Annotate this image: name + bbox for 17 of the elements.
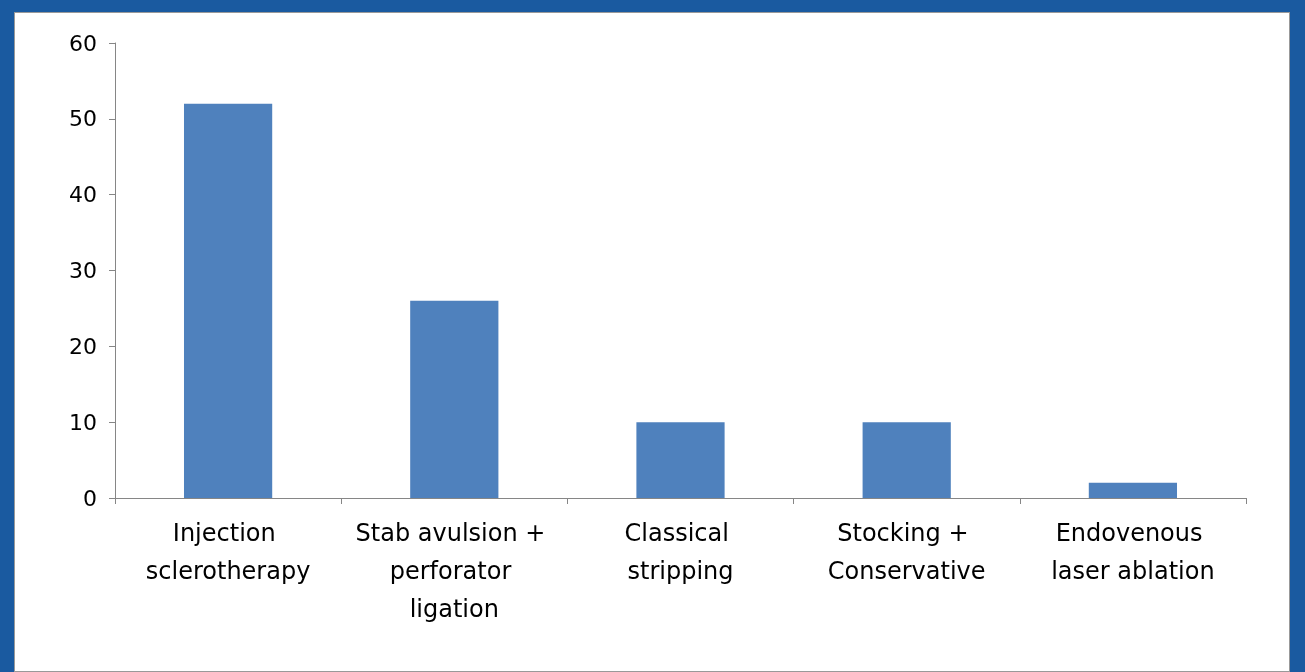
bar xyxy=(183,103,273,498)
y-tick-label: 0 xyxy=(83,485,97,511)
y-tick-label: 40 xyxy=(69,182,97,208)
y-tick-label: 20 xyxy=(69,333,97,359)
y-tick-label: 60 xyxy=(69,30,97,56)
bar xyxy=(1088,482,1178,498)
y-tick-label: 10 xyxy=(69,409,97,435)
x-tick-label: Endovenous laser ablation xyxy=(1051,519,1215,585)
x-tick-label: Stab avulsion + perforator ligation xyxy=(355,519,554,623)
x-tick-label: Stocking + Conservative xyxy=(827,519,986,585)
bar xyxy=(862,422,951,498)
y-tick-label: 30 xyxy=(69,258,97,283)
bar xyxy=(410,300,499,498)
bar xyxy=(636,422,725,498)
x-tick-label: Injection sclerotherapy xyxy=(145,519,311,585)
y-tick-label: 50 xyxy=(69,106,97,132)
x-tick-label: Classical stripping xyxy=(624,519,737,585)
